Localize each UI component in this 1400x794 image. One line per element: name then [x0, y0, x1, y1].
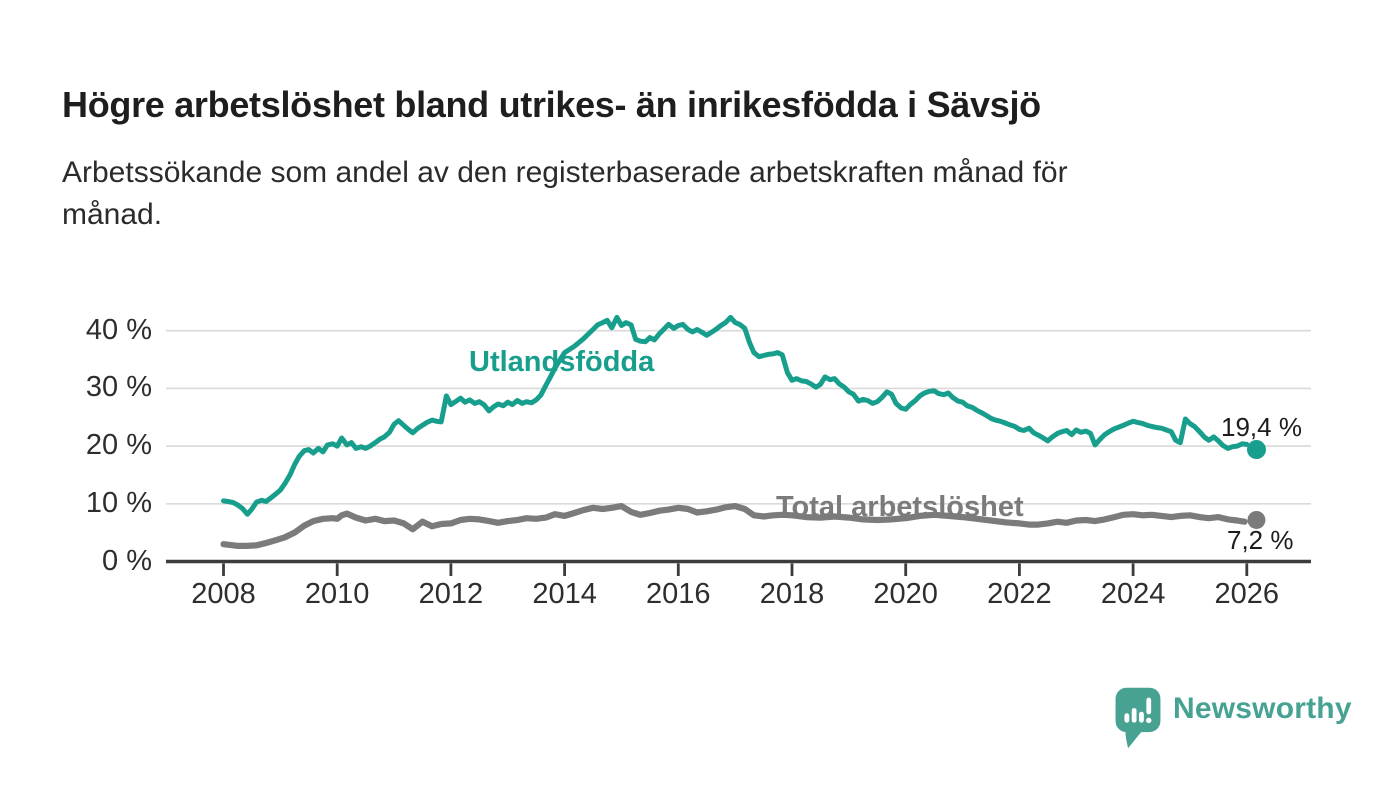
x-axis-tick-label-2014: 2014: [532, 578, 597, 610]
bar-chart-bar-1: [1124, 713, 1130, 723]
bar-chart-bar-3: [1139, 711, 1144, 723]
x-axis-tick-label-2016: 2016: [646, 578, 711, 610]
page-title: Högre arbetslöshet bland utrikes- än inr…: [62, 84, 1041, 126]
series-label-utlandsfodda: Utlandsfödda: [469, 346, 655, 378]
speech-bubble-shape: [1115, 687, 1161, 749]
series-label-total-arbetsloshet: Total arbetslöshet: [776, 491, 1024, 523]
exclamation-bar: [1146, 697, 1152, 715]
series-line-utlandsfodda: [221, 314, 1250, 517]
y-axis-tick-label-30: 30 %: [85, 371, 152, 404]
subtitle-line-2: månad.: [62, 198, 163, 231]
end-value-label-total: 7,2 %: [1227, 525, 1294, 555]
x-axis-tick-label-2012: 2012: [418, 578, 484, 610]
x-axis-tick-label-2018: 2018: [759, 578, 825, 610]
end-dot-total: [1247, 510, 1266, 529]
x-axis-tick-label-2024: 2024: [1100, 578, 1166, 610]
newsworthy-wordmark: Newsworthy: [1173, 692, 1352, 725]
exclamation-dot: [1146, 717, 1152, 724]
x-axis-tick-label-2026: 2026: [1214, 578, 1280, 610]
y-axis-tick-label-10: 10 %: [85, 486, 152, 519]
y-axis-tick-label-40: 40 %: [85, 313, 152, 346]
y-axis-tick-label-20: 20 %: [85, 429, 152, 462]
series-line-total: [220, 503, 1248, 550]
x-axis-tick-label-2010: 2010: [304, 578, 370, 610]
y-axis-tick-label-0: 0 %: [102, 544, 152, 577]
subtitle-line-1: Arbetssökande som andel av den registerb…: [62, 156, 1068, 189]
x-axis-tick-label-2022: 2022: [987, 578, 1052, 610]
end-value-label-utlandsfodda: 19,4 %: [1221, 412, 1302, 442]
end-dot-utlandsfodda: [1246, 440, 1266, 460]
newsworthy-logo-icon: [1115, 687, 1161, 749]
chart-subtitle: Arbetssökande som andel av den registerb…: [62, 152, 1068, 236]
x-axis-tick-label-2020: 2020: [873, 578, 938, 610]
bar-chart-bar-2: [1131, 708, 1137, 723]
x-axis-tick-label-2008: 2008: [191, 578, 256, 610]
newsworthy-logo: Newsworthy: [1114, 686, 1352, 751]
